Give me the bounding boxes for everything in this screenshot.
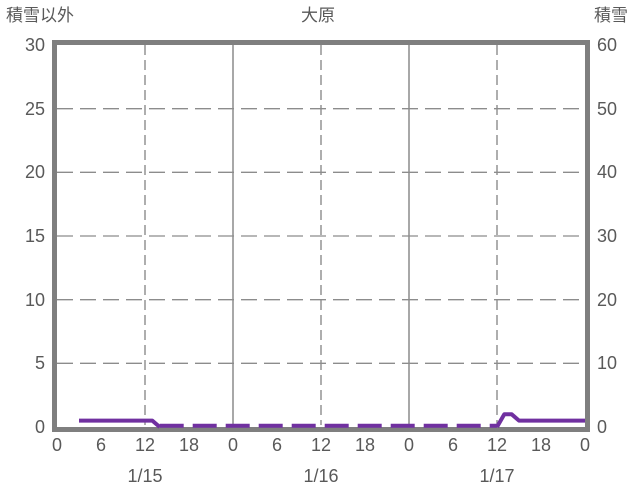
y-axis-left-tick-label: 30 (24, 35, 45, 55)
right-axis-title: 積雪 (594, 6, 628, 25)
x-axis-tick-label: 0 (227, 435, 238, 455)
y-axis-left-tick-label: 25 (24, 98, 45, 119)
y-axis-right-tick-label: 0 (597, 417, 608, 437)
left-axis-title: 積雪以外 (6, 6, 74, 25)
y-axis-right-tick-label: 30 (597, 226, 618, 246)
x-axis-tick-label: 18 (530, 435, 552, 455)
y-axis-left-tick-label: 20 (24, 162, 45, 183)
x-axis-tick-label: 18 (354, 435, 376, 455)
x-axis-tick-label: 6 (95, 435, 106, 455)
y-axis-left-tick-label: 5 (34, 353, 45, 374)
y-axis-left-tick-label: 15 (24, 226, 45, 246)
x-axis-tick-label: 12 (310, 435, 332, 455)
x-axis-day-label: 1/17 (479, 466, 515, 486)
x-axis-tick-label: 6 (447, 435, 458, 455)
y-axis-right-tick-label: 50 (597, 98, 618, 119)
x-axis-day-label: 1/15 (127, 466, 163, 486)
x-axis-tick-label: 0 (579, 435, 590, 455)
series-line-value (79, 418, 162, 429)
y-axis-right-tick-label: 20 (597, 289, 618, 310)
y-axis-left-tick-label: 0 (34, 417, 45, 437)
x-axis-tick-label: 0 (51, 435, 62, 455)
plot-border (52, 40, 590, 432)
x-axis-tick-label: 12 (486, 435, 508, 455)
y-axis-right-tick-label: 40 (597, 162, 618, 183)
x-axis-tick-label: 18 (178, 435, 200, 455)
y-axis-right-tick-label: 60 (597, 35, 618, 55)
x-axis-day-label: 1/16 (303, 466, 339, 486)
x-axis-tick-label: 6 (271, 435, 282, 455)
chart-title: 大原 (301, 6, 335, 25)
y-axis-left-tick-label: 10 (24, 289, 45, 310)
x-axis-tick-label: 12 (134, 435, 156, 455)
x-axis-tick-label: 0 (403, 435, 414, 455)
y-axis-right-tick-label: 10 (597, 353, 618, 374)
series-line-value (495, 412, 585, 428)
